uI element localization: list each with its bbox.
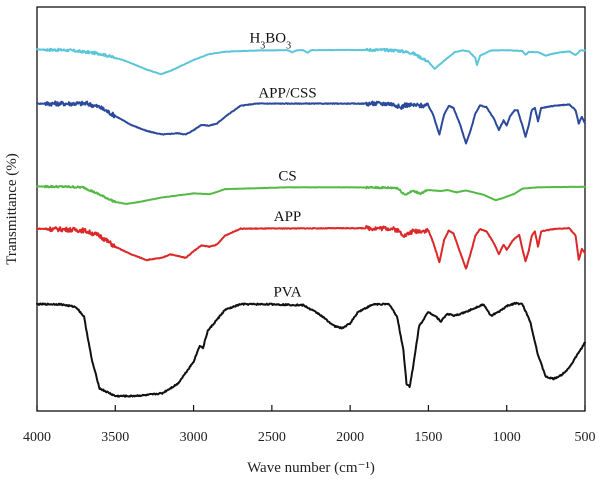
x-tick-label-2000: 2000: [336, 430, 364, 445]
series-line-2: [36, 184, 586, 205]
series-line-4: [36, 301, 586, 398]
x-tick-label-3500: 3500: [101, 430, 129, 445]
x-axis-title: Wave number (cm⁻¹): [247, 460, 375, 476]
series-label-2: CS: [278, 168, 296, 184]
series-label-part-name_mid: BO: [265, 30, 286, 46]
series-lines: [36, 47, 586, 398]
plot-frame: [36, 6, 586, 412]
series-label-3: APP: [274, 209, 302, 225]
x-tick-label-1500: 1500: [414, 430, 442, 445]
x-tick-label-2500: 2500: [258, 430, 286, 445]
series-label-part-name_sub2: 3: [286, 40, 291, 51]
y-axis-title: Transmittance (%): [4, 153, 20, 265]
series-label-4: PVA: [273, 284, 301, 300]
x-tick-label-4000: 4000: [23, 430, 51, 445]
x-tick-label-1000: 1000: [493, 430, 521, 445]
x-axis-tick-labels: 4000 3500 3000 2500 2000 1500 1000 500: [23, 430, 596, 445]
x-tick-label-500: 500: [575, 430, 596, 445]
x-axis-ticks: [36, 405, 586, 411]
series-line-0: [36, 47, 586, 76]
x-tick-label-3000: 3000: [180, 430, 208, 445]
series-label-part-name_main: H: [249, 30, 260, 46]
series-line-3: [36, 225, 586, 270]
series-label-part-name_sub1: 3: [260, 40, 265, 51]
series-label-1: APP/CSS: [258, 86, 316, 102]
series-label-0: H3BO3: [249, 30, 291, 51]
series-line-1: [36, 100, 586, 145]
